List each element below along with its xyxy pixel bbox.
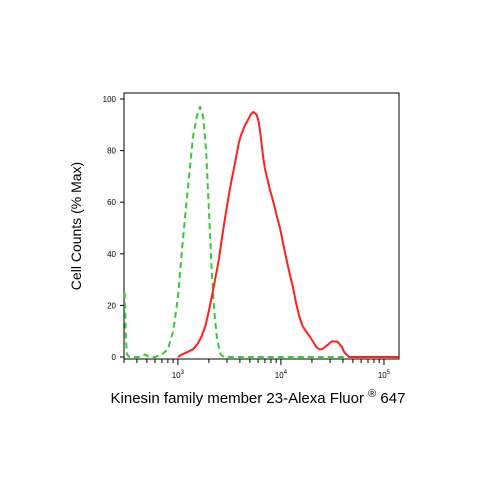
x-axis-label: Kinesin family member 23-Alexa Fluor ® 6…	[111, 388, 406, 407]
x-axis-label-suffix: 647	[380, 390, 405, 407]
x-tick-label: 104	[275, 370, 288, 380]
y-tick-label: 100	[103, 95, 117, 104]
y-axis-label: Cell Counts (% Max)	[68, 162, 84, 290]
plot-frame	[123, 92, 400, 360]
y-tick-label: 60	[107, 198, 116, 207]
series-layer	[123, 105, 399, 358]
x-tick-label: 103	[172, 370, 185, 380]
series-line-2	[177, 110, 399, 358]
x-tick-label: 105	[378, 370, 391, 380]
y-tick-label: 40	[107, 250, 116, 259]
y-tick-label: 80	[107, 147, 116, 156]
y-axis-ticks: 0 20 40 60 80 100	[103, 95, 124, 362]
x-axis-ticks: 103 104 105	[123, 359, 391, 380]
series-line-1	[123, 105, 399, 358]
x-axis-label-main: Kinesin family member 23-Alexa Fluor	[111, 390, 364, 407]
x-axis-label-superscript: ®	[368, 388, 376, 400]
y-tick-label: 0	[112, 353, 117, 362]
y-tick-label: 20	[107, 301, 116, 310]
